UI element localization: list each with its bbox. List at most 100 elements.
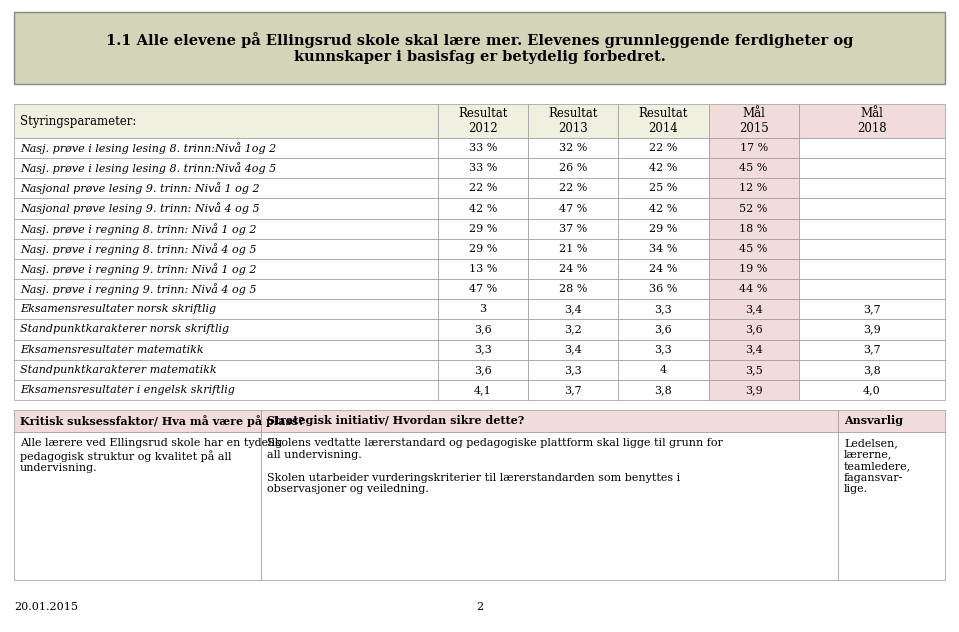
FancyBboxPatch shape — [799, 239, 945, 259]
FancyBboxPatch shape — [619, 219, 709, 239]
FancyBboxPatch shape — [437, 339, 527, 360]
FancyBboxPatch shape — [619, 339, 709, 360]
Text: 22 %: 22 % — [649, 143, 678, 153]
FancyBboxPatch shape — [799, 138, 945, 158]
Text: 45 %: 45 % — [739, 244, 768, 254]
FancyBboxPatch shape — [527, 104, 619, 138]
Text: Kritisk suksessfaktor/ Hva må være på plass?: Kritisk suksessfaktor/ Hva må være på pl… — [20, 415, 305, 427]
Text: 4,0: 4,0 — [863, 385, 880, 395]
FancyBboxPatch shape — [799, 299, 945, 319]
FancyBboxPatch shape — [437, 219, 527, 239]
Text: 3,4: 3,4 — [745, 344, 762, 355]
FancyBboxPatch shape — [709, 380, 799, 400]
FancyBboxPatch shape — [709, 138, 799, 158]
Text: Standpunktkarakterer norsk skriftlig: Standpunktkarakterer norsk skriftlig — [20, 324, 229, 334]
FancyBboxPatch shape — [619, 158, 709, 178]
FancyBboxPatch shape — [14, 198, 437, 219]
Text: 26 %: 26 % — [559, 163, 587, 173]
Text: 13 %: 13 % — [469, 264, 497, 274]
FancyBboxPatch shape — [619, 360, 709, 380]
FancyBboxPatch shape — [619, 239, 709, 259]
FancyBboxPatch shape — [709, 319, 799, 339]
Text: Resultat
2013: Resultat 2013 — [549, 107, 597, 135]
FancyBboxPatch shape — [14, 12, 945, 84]
Text: 47 %: 47 % — [559, 204, 587, 214]
FancyBboxPatch shape — [527, 158, 619, 178]
Text: Nasj. prøve i regning 8. trinn: Nivå 1 og 2: Nasj. prøve i regning 8. trinn: Nivå 1 o… — [20, 222, 256, 234]
Text: 44 %: 44 % — [739, 284, 768, 294]
Text: 42 %: 42 % — [649, 163, 678, 173]
FancyBboxPatch shape — [619, 198, 709, 219]
Text: 3,7: 3,7 — [564, 385, 582, 395]
FancyBboxPatch shape — [619, 279, 709, 299]
FancyBboxPatch shape — [527, 178, 619, 198]
Text: Eksamensresultater norsk skriftlig: Eksamensresultater norsk skriftlig — [20, 304, 216, 314]
Text: 4: 4 — [660, 365, 667, 375]
FancyBboxPatch shape — [709, 158, 799, 178]
Text: 2: 2 — [476, 602, 483, 612]
Text: 24 %: 24 % — [649, 264, 678, 274]
Text: 24 %: 24 % — [559, 264, 587, 274]
FancyBboxPatch shape — [437, 198, 527, 219]
FancyBboxPatch shape — [437, 259, 527, 279]
FancyBboxPatch shape — [619, 104, 709, 138]
Text: Alle lærere ved Ellingsrud skole har en tydelig
pedagogisk struktur og kvalitet : Alle lærere ved Ellingsrud skole har en … — [20, 438, 282, 473]
Text: 3,5: 3,5 — [745, 365, 762, 375]
FancyBboxPatch shape — [527, 319, 619, 339]
FancyBboxPatch shape — [619, 380, 709, 400]
FancyBboxPatch shape — [838, 432, 945, 580]
Text: 21 %: 21 % — [559, 244, 587, 254]
Text: 45 %: 45 % — [739, 163, 768, 173]
Text: Nasj. prøve i lesing lesing 8. trinn:Nivå 1og 2: Nasj. prøve i lesing lesing 8. trinn:Niv… — [20, 142, 276, 154]
FancyBboxPatch shape — [14, 138, 437, 158]
Text: 3,3: 3,3 — [654, 344, 672, 355]
Text: 3,4: 3,4 — [745, 304, 762, 314]
Text: 3,7: 3,7 — [863, 344, 880, 355]
FancyBboxPatch shape — [709, 299, 799, 319]
Text: Skolens vedtatte lærerstandard og pedagogiske plattform skal ligge til grunn for: Skolens vedtatte lærerstandard og pedago… — [267, 438, 722, 494]
FancyBboxPatch shape — [437, 158, 527, 178]
FancyBboxPatch shape — [527, 259, 619, 279]
Text: 3,6: 3,6 — [745, 324, 762, 334]
FancyBboxPatch shape — [437, 279, 527, 299]
Text: 3,6: 3,6 — [474, 324, 492, 334]
Text: 3,2: 3,2 — [564, 324, 582, 334]
Text: 3,9: 3,9 — [745, 385, 762, 395]
FancyBboxPatch shape — [14, 339, 437, 360]
Text: 3,3: 3,3 — [474, 344, 492, 355]
FancyBboxPatch shape — [799, 360, 945, 380]
FancyBboxPatch shape — [437, 178, 527, 198]
Text: Styringsparameter:: Styringsparameter: — [20, 114, 136, 128]
Text: Nasj. prøve i regning 8. trinn: Nivå 4 og 5: Nasj. prøve i regning 8. trinn: Nivå 4 o… — [20, 243, 256, 255]
Text: 3,7: 3,7 — [863, 304, 880, 314]
Text: 3,6: 3,6 — [654, 324, 672, 334]
FancyBboxPatch shape — [799, 158, 945, 178]
Text: Ansvarlig: Ansvarlig — [844, 415, 903, 427]
FancyBboxPatch shape — [709, 239, 799, 259]
FancyBboxPatch shape — [799, 319, 945, 339]
FancyBboxPatch shape — [799, 198, 945, 219]
Text: 28 %: 28 % — [559, 284, 587, 294]
FancyBboxPatch shape — [14, 259, 437, 279]
FancyBboxPatch shape — [709, 198, 799, 219]
FancyBboxPatch shape — [14, 104, 437, 138]
FancyBboxPatch shape — [799, 178, 945, 198]
FancyBboxPatch shape — [527, 198, 619, 219]
Text: Eksamensresultater i engelsk skriftlig: Eksamensresultater i engelsk skriftlig — [20, 385, 235, 395]
Text: 4,1: 4,1 — [474, 385, 492, 395]
FancyBboxPatch shape — [799, 339, 945, 360]
FancyBboxPatch shape — [709, 219, 799, 239]
Text: Resultat
2012: Resultat 2012 — [458, 107, 507, 135]
Text: 29 %: 29 % — [469, 244, 497, 254]
FancyBboxPatch shape — [619, 138, 709, 158]
Text: Mål
2018: Mål 2018 — [857, 107, 887, 135]
FancyBboxPatch shape — [437, 239, 527, 259]
FancyBboxPatch shape — [437, 319, 527, 339]
FancyBboxPatch shape — [709, 104, 799, 138]
Text: 29 %: 29 % — [649, 224, 678, 234]
Text: Eksamensresultater matematikk: Eksamensresultater matematikk — [20, 344, 203, 355]
FancyBboxPatch shape — [14, 410, 261, 432]
FancyBboxPatch shape — [619, 178, 709, 198]
FancyBboxPatch shape — [437, 360, 527, 380]
Text: 3,6: 3,6 — [474, 365, 492, 375]
